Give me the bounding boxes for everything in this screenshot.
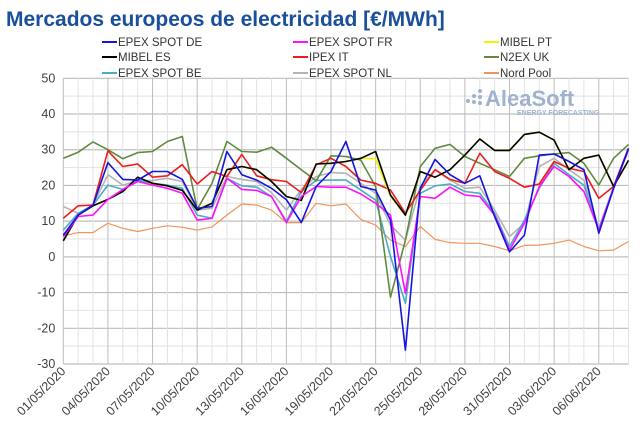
y-tick-label: 0 xyxy=(48,250,55,264)
legend-label: Nord Pool xyxy=(500,68,551,80)
series-epex-spot-de xyxy=(62,140,630,351)
legend-label: EPEX SPOT FR xyxy=(309,37,393,49)
chart-title: Mercados europeos de electricidad [€/MWh… xyxy=(6,8,445,31)
series-line xyxy=(62,135,630,299)
y-tick-label: -20 xyxy=(37,321,55,335)
series-lines xyxy=(62,131,630,351)
legend-item: IPEX IT xyxy=(293,52,349,64)
legend-label: MIBEL ES xyxy=(118,52,171,64)
legend-item: EPEX SPOT DE xyxy=(102,37,202,49)
legend-label: N2EX UK xyxy=(500,52,550,64)
legend-item: EPEX SPOT BE xyxy=(102,68,202,80)
series-epex-spot-fr xyxy=(62,149,630,295)
y-tick-label: 50 xyxy=(41,71,55,85)
series-n2ex-uk xyxy=(62,135,630,299)
legend-label: IPEX IT xyxy=(309,52,349,64)
aleasoft-watermark: AleaSoft ENERGY FORECASTING xyxy=(466,86,600,117)
y-tick-label: 30 xyxy=(41,143,55,157)
legend-label: MIBEL PT xyxy=(500,37,552,49)
legend-label: EPEX SPOT DE xyxy=(118,37,202,49)
legend-label: EPEX SPOT NL xyxy=(309,68,392,80)
watermark-tagline: ENERGY FORECASTING xyxy=(517,110,600,117)
legend-item: MIBEL ES xyxy=(102,52,171,64)
legend-item: N2EX UK xyxy=(484,52,550,64)
legend-item: Nord Pool xyxy=(484,68,551,80)
series-line xyxy=(62,131,630,242)
grid xyxy=(62,77,629,365)
series-nord-pool xyxy=(63,202,629,252)
y-tick-label: 40 xyxy=(41,107,55,121)
series-line xyxy=(62,140,630,351)
x-tick-label: 06/06/2020 xyxy=(550,364,604,418)
y-tick-label: 20 xyxy=(41,178,55,192)
legend-item: MIBEL PT xyxy=(484,37,552,49)
legend-item: EPEX SPOT FR xyxy=(293,37,393,49)
y-tick-label: -30 xyxy=(37,357,55,371)
y-tick-label: -10 xyxy=(37,286,55,300)
legend: EPEX SPOT DE EPEX SPOT FR MIBEL PT MIBEL ES… xyxy=(102,37,552,80)
legend-label: EPEX SPOT BE xyxy=(118,68,202,80)
x-axis-ticks: 01/05/202004/05/202007/05/202010/05/2020… xyxy=(14,364,604,418)
legend-item: EPEX SPOT NL xyxy=(293,68,392,80)
series-line xyxy=(62,149,630,295)
watermark-brand: AleaSoft xyxy=(485,86,575,111)
y-axis-ticks: 50 40 30 20 10 0 -10 -20 -30 xyxy=(37,71,55,371)
y-tick-label: 10 xyxy=(41,214,55,228)
